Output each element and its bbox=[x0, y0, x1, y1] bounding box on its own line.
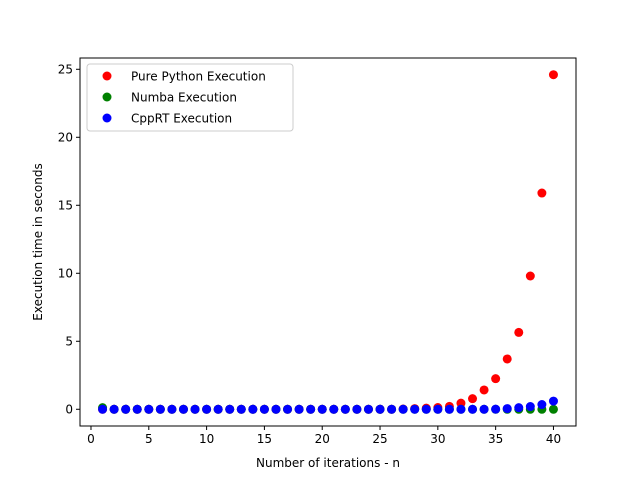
legend-frame bbox=[86, 63, 294, 132]
series-3 bbox=[98, 396, 558, 414]
data-point bbox=[548, 70, 558, 80]
data-point bbox=[306, 404, 316, 414]
x-tick-label: 10 bbox=[199, 432, 214, 446]
data-point bbox=[98, 404, 108, 414]
data-point bbox=[132, 404, 142, 414]
plot-area bbox=[79, 57, 577, 427]
data-point bbox=[398, 404, 408, 414]
data-point bbox=[491, 404, 501, 414]
data-point bbox=[213, 404, 223, 414]
data-point bbox=[514, 403, 524, 413]
x-tick-label: 15 bbox=[257, 432, 272, 446]
data-point bbox=[537, 188, 547, 198]
x-tick-label: 35 bbox=[488, 432, 503, 446]
data-point bbox=[548, 404, 558, 414]
y-tick-label: 25 bbox=[58, 62, 73, 76]
data-point bbox=[225, 404, 235, 414]
data-point bbox=[456, 404, 466, 414]
x-tick-label: 0 bbox=[87, 432, 95, 446]
y-tick-label: 0 bbox=[65, 402, 73, 416]
legend-marker bbox=[102, 92, 112, 102]
legend-label: CppRT Execution bbox=[131, 112, 232, 126]
legend-label: Pure Python Execution bbox=[131, 70, 266, 84]
y-tick-label: 5 bbox=[65, 334, 73, 348]
data-point bbox=[352, 404, 362, 414]
data-point bbox=[491, 374, 501, 384]
data-point bbox=[502, 404, 512, 414]
data-point bbox=[421, 404, 431, 414]
data-point bbox=[375, 404, 385, 414]
data-point bbox=[502, 354, 512, 364]
axes-frame bbox=[79, 57, 577, 427]
data-point bbox=[283, 404, 293, 414]
data-point bbox=[444, 404, 454, 414]
legend-items: Pure Python Execution Numba Execution CppR… bbox=[102, 70, 266, 126]
x-axis-ticks: 0 5 10 15 20 25 30 35 40 bbox=[87, 426, 561, 446]
y-tick-label: 10 bbox=[58, 266, 73, 280]
data-point bbox=[202, 404, 212, 414]
data-point bbox=[363, 404, 373, 414]
data-point bbox=[167, 404, 177, 414]
y-tick-label: 15 bbox=[58, 198, 73, 212]
data-point bbox=[537, 400, 547, 410]
data-point bbox=[468, 394, 478, 404]
data-point bbox=[479, 404, 489, 414]
x-tick-label: 25 bbox=[372, 432, 387, 446]
y-axis-ticks: 0 5 10 15 20 25 bbox=[58, 62, 80, 416]
x-tick-label: 20 bbox=[315, 432, 330, 446]
legend: Pure Python Execution Numba Execution CppR… bbox=[86, 63, 294, 132]
data-point bbox=[433, 404, 443, 414]
data-point bbox=[548, 396, 558, 406]
data-point bbox=[410, 404, 420, 414]
data-point bbox=[479, 385, 489, 395]
y-axis-label: Execution time in seconds bbox=[31, 163, 45, 320]
data-point bbox=[155, 404, 165, 414]
data-point bbox=[340, 404, 350, 414]
data-point bbox=[236, 404, 246, 414]
data-point bbox=[525, 402, 535, 412]
data-point bbox=[190, 404, 200, 414]
legend-marker bbox=[102, 71, 112, 81]
data-point bbox=[514, 327, 524, 337]
x-tick-label: 5 bbox=[145, 432, 153, 446]
legend-marker bbox=[102, 113, 112, 123]
x-tick-label: 40 bbox=[546, 432, 561, 446]
x-axis-label: Number of iterations - n bbox=[256, 456, 400, 470]
data-point bbox=[259, 404, 269, 414]
data-point bbox=[525, 271, 535, 281]
data-point bbox=[248, 404, 258, 414]
y-tick-label: 20 bbox=[58, 130, 73, 144]
data-point bbox=[468, 404, 478, 414]
data-points bbox=[98, 70, 558, 414]
data-point bbox=[317, 404, 327, 414]
data-point bbox=[294, 404, 304, 414]
data-point bbox=[144, 404, 154, 414]
data-point bbox=[271, 404, 281, 414]
data-point bbox=[329, 404, 339, 414]
data-point bbox=[109, 404, 119, 414]
data-point bbox=[121, 404, 131, 414]
data-point bbox=[178, 404, 188, 414]
x-tick-label: 30 bbox=[430, 432, 445, 446]
legend-label: Numba Execution bbox=[131, 91, 237, 105]
data-point bbox=[387, 404, 397, 414]
